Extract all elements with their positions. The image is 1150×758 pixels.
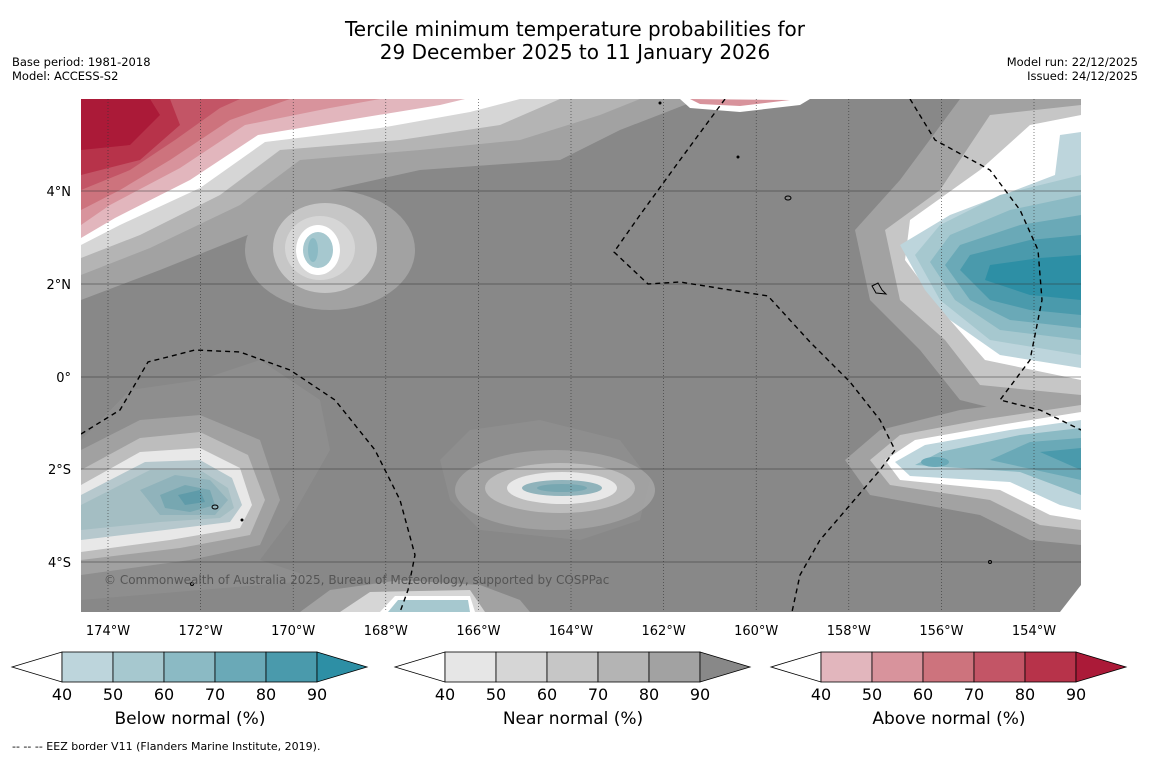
issued-date: Issued: 24/12/2025 (1027, 69, 1138, 83)
colorbar-1: 40 50 60 70 80 90 (393, 651, 752, 704)
copyright-text: © Commonwealth of Australia 2025, Bureau… (104, 573, 609, 587)
colorbar-over-triangle (699, 651, 752, 683)
map-title: Tercile minimum temperature probabilitie… (0, 18, 1150, 64)
colorbar-segment (214, 651, 267, 683)
colorbar-tick-label: 50 (486, 685, 506, 704)
colorbar-tick-label: 60 (154, 685, 174, 704)
below-normal-region-east-north (855, 99, 1081, 410)
colorbar-segment (871, 651, 924, 683)
colorbar-segment (597, 651, 650, 683)
eez-border-central (613, 99, 896, 612)
colorbar-2: 40 50 60 70 80 90 (769, 651, 1128, 704)
colorbar-over-triangle (1075, 651, 1128, 683)
colorbar-tick-label: 80 (256, 685, 276, 704)
colorbar-segment (61, 651, 114, 683)
lon-tick-label: 166°W (456, 624, 500, 639)
colorbar-tick-label: 60 (913, 685, 933, 704)
colorbar-segment (820, 651, 873, 683)
lon-tick-label: 160°W (734, 624, 778, 639)
base-period: Base period: 1981-2018 (12, 55, 151, 69)
colorbar-segment (648, 651, 701, 683)
eez-footnote: -- -- -- EEZ border V11 (Flanders Marine… (12, 740, 321, 753)
near-normal-bands (81, 360, 650, 600)
lon-tick-label: 170°W (271, 624, 315, 639)
lat-tick-label: 4°S (48, 556, 71, 571)
lon-tick-label: 162°W (642, 624, 686, 639)
colorbar-tick-label: 70 (205, 685, 225, 704)
colorbar-segment (444, 651, 497, 683)
colorbar-tick-label: 80 (1015, 685, 1035, 704)
below-normal-region-southwest (81, 415, 280, 575)
colorbar-segment (265, 651, 318, 683)
map-plot-area: © Commonwealth of Australia 2025, Bureau… (81, 99, 1081, 612)
lat-tick-label: 2°S (48, 463, 71, 478)
islands (190, 101, 992, 586)
colorbar-segment (922, 651, 975, 683)
colorbar-tick-label: 90 (307, 685, 327, 704)
colorbar-under-triangle (10, 651, 63, 683)
meta-right: Model run: 22/12/2025 Issued: 24/12/2025 (1007, 55, 1138, 83)
eez-borders (81, 99, 1081, 612)
lon-tick-label: 174°W (86, 624, 130, 639)
colorbar-under-triangle (769, 651, 822, 683)
colorbar-segment (112, 651, 165, 683)
gridlines (81, 99, 1081, 612)
model-run: Model run: 22/12/2025 (1006, 55, 1138, 69)
title-line-1: Tercile minimum temperature probabilitie… (344, 17, 806, 41)
legend-title-below: Below normal (%) (114, 709, 266, 729)
colorbar-segment (1024, 651, 1077, 683)
colorbar-segment (546, 651, 599, 683)
colorbar-segment (163, 651, 216, 683)
lon-tick-label: 164°W (549, 624, 593, 639)
colorbar-tick-label: 40 (811, 685, 831, 704)
model-name: Model: ACCESS-S2 (12, 69, 119, 83)
latitude-labels: 4°N 2°N 0° 2°S 4°S (47, 185, 72, 571)
title-line-2: 29 December 2025 to 11 January 2026 (379, 40, 771, 64)
legend-title-above: Above normal (%) (872, 709, 1026, 729)
colorbar-tick-label: 40 (52, 685, 72, 704)
colorbar-tick-label: 80 (639, 685, 659, 704)
eez-border-west (81, 349, 416, 612)
colorbar-0: 40 50 60 70 80 90 (10, 651, 369, 704)
meta-left: Base period: 1981-2018 Model: ACCESS-S2 (12, 55, 151, 83)
colorbar-tick-label: 40 (435, 685, 455, 704)
colorbar-tick-label: 50 (862, 685, 882, 704)
eez-border-east (909, 99, 1081, 431)
lat-tick-label: 2°N (47, 278, 72, 293)
longitude-labels: 174°W 172°W 170°W 168°W 166°W 164°W 162°W 160°W… (86, 624, 1056, 639)
colorbar-tick-label: 70 (964, 685, 984, 704)
below-normal-region-east-south (845, 395, 1081, 612)
lon-tick-label: 156°W (919, 624, 963, 639)
colorbar-tick-label: 60 (537, 685, 557, 704)
below-normal-patch-bottom (300, 580, 530, 612)
colorbar-segment (495, 651, 548, 683)
lon-tick-label: 158°W (827, 624, 871, 639)
colorbar-over-triangle (316, 651, 369, 683)
legends: 40 50 60 70 80 90 40 50 60 70 80 90 40 50 60 70 80 90 (10, 651, 1128, 704)
colorbar-tick-label: 70 (588, 685, 608, 704)
legend-title-near: Near normal (%) (502, 709, 644, 729)
below-normal-blob-170w (245, 190, 415, 310)
below-normal-blob-164w (455, 450, 655, 530)
colorbar-tick-label: 90 (690, 685, 710, 704)
lat-tick-label: 0° (56, 371, 71, 386)
colorbar-tick-label: 90 (1066, 685, 1086, 704)
lon-tick-label: 168°W (364, 624, 408, 639)
colorbar-under-triangle (393, 651, 446, 683)
lon-tick-label: 154°W (1012, 624, 1056, 639)
lon-tick-label: 172°W (179, 624, 223, 639)
colorbar-tick-label: 50 (103, 685, 123, 704)
colorbar-segment (973, 651, 1026, 683)
lat-tick-label: 4°N (47, 185, 72, 200)
